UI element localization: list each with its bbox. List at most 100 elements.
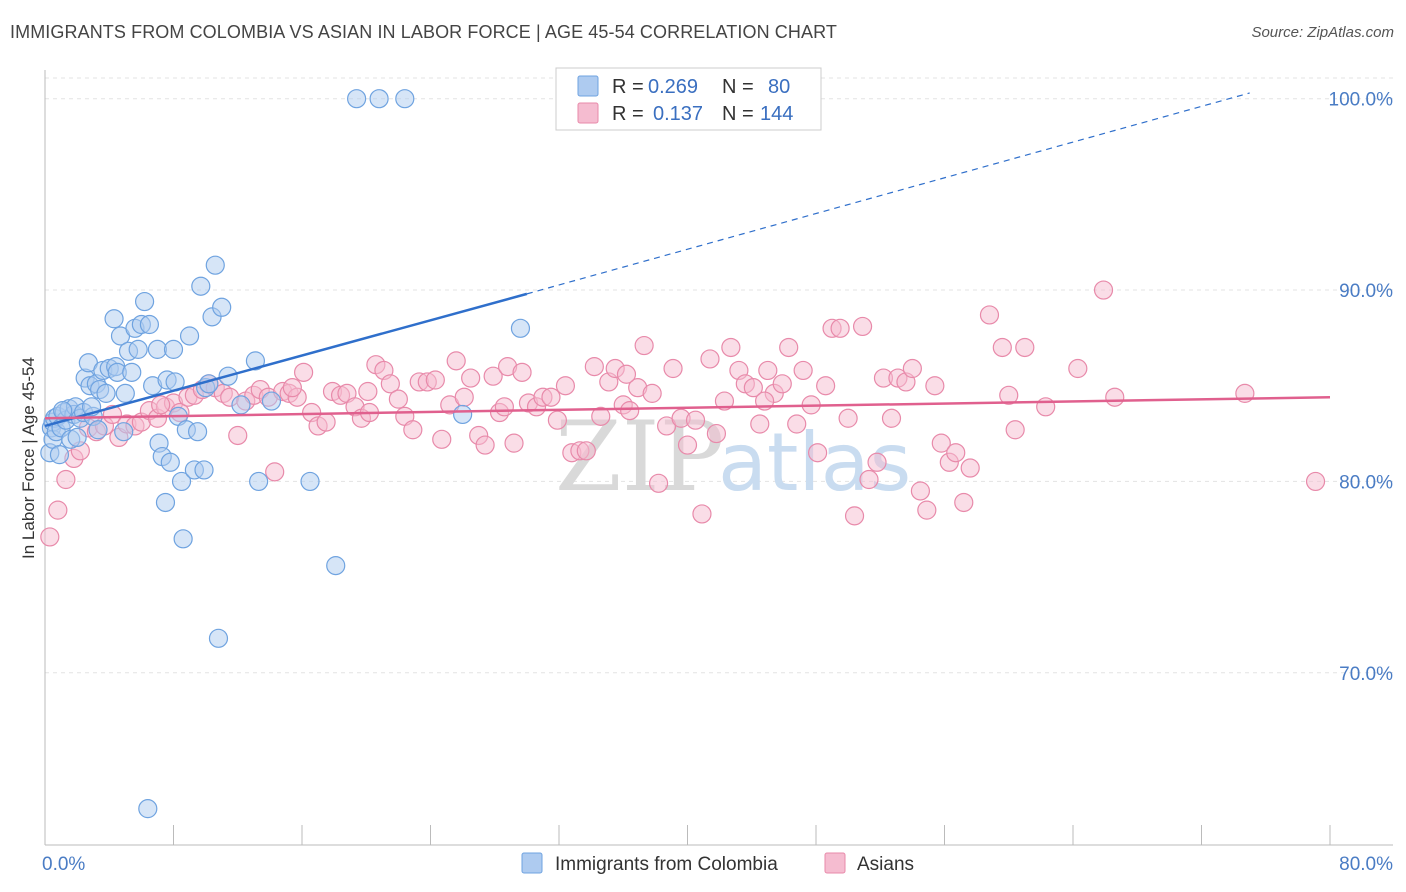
legend-r-label-colombia: R =: [612, 76, 644, 98]
asian-point-25: [228, 425, 248, 446]
asian-point-53: [432, 429, 452, 449]
asian-point-92: [714, 391, 735, 411]
asian-point-2: [56, 469, 76, 490]
colombia-point-57: [194, 460, 214, 480]
asian-point-37: [316, 412, 336, 432]
gridlines: [45, 77, 1393, 674]
colombia-trend-line: [44, 292, 528, 428]
bottom-legend-swatch-asians: [824, 852, 846, 874]
asian-point-70: [555, 376, 576, 396]
colombia-point-39: [139, 314, 160, 335]
bottom-legend: Immigrants from Colombia Asians: [521, 852, 914, 875]
asian-point-46: [380, 374, 400, 394]
colombia-point-63: [212, 297, 232, 317]
y-axis-title: In Labor Force | Age 45-54: [19, 357, 38, 559]
asian-point-140: [358, 381, 378, 402]
asian-point-127: [979, 305, 1000, 325]
colombia-point-62: [208, 628, 229, 648]
asian-point-90: [700, 349, 720, 369]
chart-title: IMMIGRANTS FROM COLOMBIA VS ASIAN IN LAB…: [10, 22, 837, 42]
y-tick-labels: 70.0% 80.0% 90.0% 100.0%: [1329, 90, 1394, 685]
colombia-point-38: [134, 291, 155, 312]
colombia-point-70: [326, 556, 346, 576]
trend-lines: [44, 92, 1331, 428]
bottom-legend-label-asians: Asians: [857, 854, 914, 875]
colombia-point-69: [300, 471, 320, 492]
asian-point-103: [793, 360, 813, 381]
asian-point-102: [787, 414, 807, 434]
legend-swatch-asians: [577, 102, 599, 124]
asian-point-87: [677, 435, 698, 455]
asian-point-137: [1305, 471, 1326, 492]
x-tick-label-min: 0.0%: [42, 854, 85, 875]
asian-point-81: [634, 335, 654, 356]
y-tick-label-90: 90.0%: [1339, 281, 1393, 302]
colombia-point-41: [147, 339, 168, 359]
asian-point-132: [1036, 397, 1056, 417]
asian-point-74: [584, 357, 604, 377]
chart-source: Source: ZipAtlas.com: [1251, 24, 1394, 41]
asian-point-83: [648, 473, 669, 493]
colombia-point-27: [104, 309, 124, 329]
colombia-point-46: [160, 452, 180, 472]
y-tick-label-100: 100.0%: [1329, 90, 1394, 111]
asian-point-68: [541, 387, 561, 407]
colombia-point-78: [53, 401, 73, 421]
asian-point-63: [504, 433, 524, 453]
colombia-point-77: [88, 420, 108, 440]
asian-point-100: [772, 374, 792, 394]
legend-n-label-asians: N =: [722, 103, 754, 125]
asian-point-109: [838, 408, 858, 428]
asian-point-106: [816, 376, 836, 396]
colombia-point-75: [510, 318, 531, 338]
asian-point-49: [403, 420, 423, 440]
colombia-point-55: [187, 422, 208, 442]
asian-point-56: [454, 387, 474, 407]
legend-r-value-colombia: 0.269: [648, 76, 698, 98]
colombia-point-71: [347, 89, 367, 109]
colombia-point-53: [179, 326, 200, 346]
asian-point-133: [1068, 358, 1088, 379]
colombia-trend-extension: [526, 92, 1250, 295]
legend-r-label-asians: R =: [612, 103, 644, 125]
asian-point-47: [388, 389, 408, 409]
asian-point-55: [446, 351, 466, 371]
bottom-legend-swatch-colombia: [521, 852, 543, 874]
asian-point-85: [663, 358, 683, 379]
asian-point-129: [999, 385, 1019, 405]
asian-point-121: [925, 376, 945, 396]
asian-point-112: [859, 469, 879, 490]
asian-point-89: [692, 504, 712, 524]
asian-point-119: [910, 481, 931, 501]
asian-point-91: [706, 423, 727, 444]
asian-point-113: [867, 452, 887, 472]
asian-point-98: [758, 360, 778, 381]
colombia-point-36: [128, 339, 148, 359]
legend-box: [555, 67, 822, 131]
asian-point-57: [461, 368, 481, 388]
asian-point-131: [1015, 337, 1035, 358]
asian-point-124: [946, 443, 966, 463]
colombia-point-34: [122, 362, 142, 382]
asian-point-120: [917, 500, 937, 520]
asian-point-79: [620, 401, 640, 421]
colombia-point-74: [453, 404, 473, 425]
asian-point-69: [547, 410, 567, 430]
asian-point-64: [512, 362, 532, 382]
colombia-point-44: [155, 492, 176, 513]
legend-r-value-asians: 0.137: [653, 103, 703, 125]
legend-n-value-asians: 144: [760, 103, 793, 125]
asian-point-96: [743, 378, 763, 398]
y-tick-label-80: 80.0%: [1339, 472, 1393, 493]
asian-point-52: [425, 370, 445, 390]
colombia-point-51: [173, 529, 193, 549]
legend: R = 0.269 N = 80 R = 0.137 N = 144: [555, 67, 822, 131]
colombia-point-15: [67, 427, 87, 448]
asian-point-60: [483, 366, 503, 386]
asian-point-88: [685, 410, 706, 430]
colombia-point-56: [191, 276, 211, 296]
colombia-point-65: [231, 395, 251, 415]
y-tick-label-70: 70.0%: [1339, 664, 1393, 685]
legend-swatch-colombia: [577, 75, 599, 97]
